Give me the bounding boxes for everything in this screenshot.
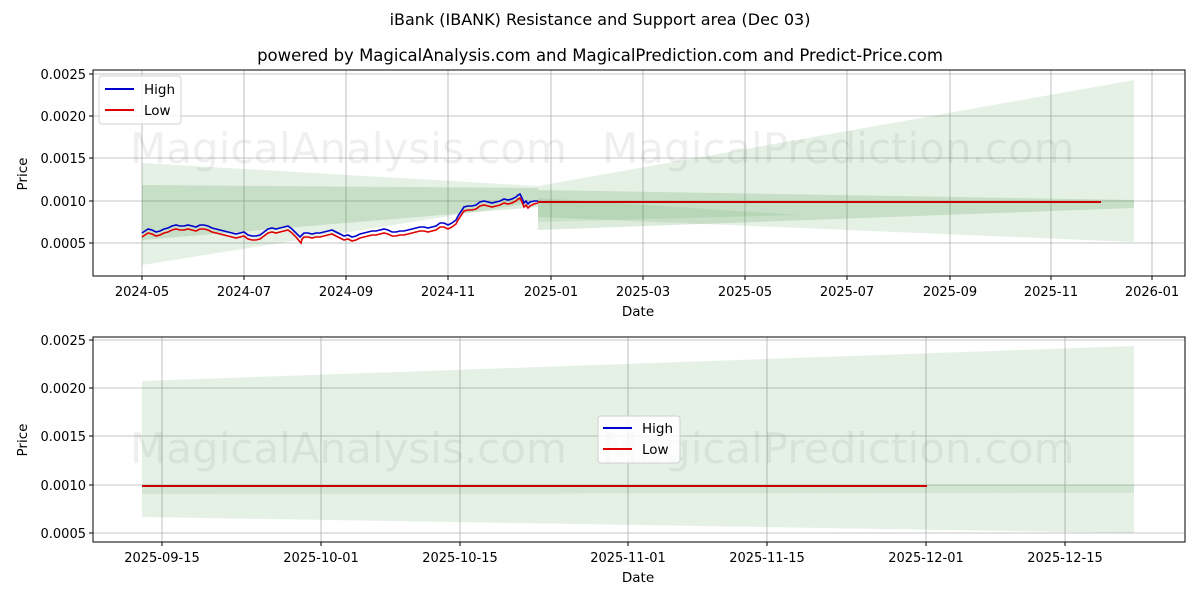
watermark-magicalprediction: MagicalPrediction.com bbox=[602, 124, 1075, 173]
top-axes-frame bbox=[92, 69, 1186, 277]
x-axis-label: Date bbox=[622, 304, 654, 320]
bottom-y-axis: 0.0025 0.0020 0.0015 0.0010 0.0005 Price bbox=[15, 334, 93, 542]
x-tick-label: 2025-11-01 bbox=[590, 551, 666, 566]
x-tick-label: 2026-01 bbox=[1125, 285, 1179, 300]
y-tick-label: 0.0025 bbox=[41, 68, 87, 83]
x-tick-label: 2025-09-15 bbox=[124, 551, 200, 566]
x-tick-label: 2025-05 bbox=[718, 285, 772, 300]
x-tick-label: 2025-12-15 bbox=[1027, 551, 1103, 566]
x-tick-label: 2025-11-15 bbox=[729, 551, 805, 566]
x-tick-label: 2024-05 bbox=[115, 285, 169, 300]
y-tick-label: 0.0025 bbox=[41, 334, 87, 349]
historical-band-outer bbox=[142, 163, 538, 265]
forecast-band-inner bbox=[538, 190, 1134, 230]
y-tick-label: 0.0015 bbox=[41, 430, 87, 445]
watermark-magicalprediction-lower: MagicalPrediction.com bbox=[602, 274, 1075, 323]
legend-high-label: High bbox=[642, 421, 673, 437]
high-series-line bbox=[141, 192, 538, 239]
watermark-magicalprediction: MagicalPrediction.com bbox=[602, 424, 1075, 473]
x-tick-label: 2025-10-01 bbox=[283, 551, 359, 566]
legend-low-label: Low bbox=[144, 103, 171, 119]
top-x-axis: 2024-05 2024-07 2024-09 2024-11 2025-01 … bbox=[115, 276, 1179, 320]
y-tick-label: 0.0020 bbox=[41, 382, 87, 397]
watermark-magicalanalysis-lower: MagicalAnalysis.com bbox=[130, 274, 567, 323]
legend-low-label: Low bbox=[642, 442, 669, 458]
top-chart: MagicalAnalysis.com MagicalPrediction.co… bbox=[15, 68, 1186, 323]
x-axis-label: Date bbox=[622, 570, 654, 586]
x-tick-label: 2024-07 bbox=[217, 285, 271, 300]
y-tick-label: 0.0005 bbox=[41, 527, 87, 542]
x-tick-label: 2025-10-15 bbox=[422, 551, 498, 566]
top-legend: High Low bbox=[98, 75, 182, 125]
chart-title: iBank (IBANK) Resistance and Support are… bbox=[389, 10, 811, 29]
x-tick-label: 2025-11 bbox=[1024, 285, 1078, 300]
bottom-x-axis: 2025-09-15 2025-10-01 2025-10-15 2025-11… bbox=[124, 542, 1103, 586]
x-tick-label: 2024-11 bbox=[421, 285, 475, 300]
historical-band-inner bbox=[142, 185, 538, 240]
bottom-axes-frame bbox=[92, 336, 1186, 543]
y-tick-label: 0.0020 bbox=[41, 110, 87, 125]
y-axis-label: Price bbox=[15, 158, 31, 191]
watermark-magicalanalysis: MagicalAnalysis.com bbox=[130, 424, 567, 473]
bottom-chart: MagicalAnalysis.com MagicalPrediction.co… bbox=[15, 334, 1186, 586]
x-tick-label: 2024-09 bbox=[319, 285, 373, 300]
forecast-band-mid bbox=[538, 198, 800, 222]
y-tick-label: 0.0010 bbox=[41, 479, 87, 494]
low-series-line bbox=[141, 196, 539, 245]
x-tick-label: 2025-01 bbox=[524, 285, 578, 300]
y-axis-label: Price bbox=[15, 424, 31, 457]
bottom-legend: High Low bbox=[597, 415, 681, 464]
y-tick-label: 0.0010 bbox=[41, 195, 87, 210]
forecast-band-inner bbox=[142, 485, 1134, 494]
y-tick-label: 0.0015 bbox=[41, 152, 87, 167]
x-tick-label: 2025-12-01 bbox=[888, 551, 964, 566]
x-tick-label: 2025-07 bbox=[820, 285, 874, 300]
watermark-magicalanalysis: MagicalAnalysis.com bbox=[130, 124, 567, 173]
x-tick-label: 2025-09 bbox=[923, 285, 977, 300]
chart-subtitle: powered by MagicalAnalysis.com and Magic… bbox=[257, 46, 943, 65]
y-tick-label: 0.0005 bbox=[41, 237, 87, 252]
legend-high-label: High bbox=[144, 82, 175, 98]
top-y-axis: 0.0025 0.0020 0.0015 0.0010 0.0005 Price bbox=[15, 68, 93, 252]
x-tick-label: 2025-03 bbox=[616, 285, 670, 300]
